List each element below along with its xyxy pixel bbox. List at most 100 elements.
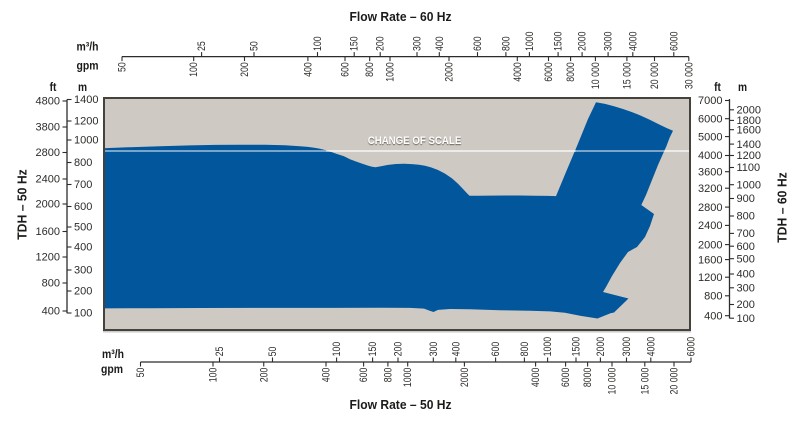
svg-text:900: 900 bbox=[737, 193, 755, 205]
svg-text:1600: 1600 bbox=[737, 124, 761, 136]
svg-text:800: 800 bbox=[383, 367, 395, 382]
svg-text:800: 800 bbox=[501, 36, 513, 51]
svg-text:600: 600 bbox=[490, 341, 502, 356]
svg-text:m: m bbox=[738, 81, 747, 94]
svg-text:4000: 4000 bbox=[512, 62, 524, 82]
svg-text:25: 25 bbox=[196, 41, 208, 51]
svg-text:600: 600 bbox=[74, 201, 92, 213]
svg-text:2000: 2000 bbox=[698, 239, 722, 251]
svg-text:1000: 1000 bbox=[542, 336, 554, 356]
svg-text:15 000: 15 000 bbox=[622, 62, 634, 89]
svg-text:700: 700 bbox=[737, 228, 755, 240]
svg-text:2000: 2000 bbox=[577, 31, 589, 51]
svg-text:1200: 1200 bbox=[737, 150, 761, 162]
svg-text:TDH – 60 Hz: TDH – 60 Hz bbox=[775, 172, 789, 243]
svg-text:8000: 8000 bbox=[582, 367, 594, 387]
svg-text:1800: 1800 bbox=[737, 115, 761, 127]
svg-text:Flow Rate – 50 Hz: Flow Rate – 50 Hz bbox=[349, 398, 451, 412]
svg-text:500: 500 bbox=[74, 222, 92, 234]
svg-text:100: 100 bbox=[331, 341, 343, 356]
svg-text:200: 200 bbox=[258, 367, 270, 382]
svg-text:ft: ft bbox=[50, 81, 57, 94]
svg-text:1500: 1500 bbox=[571, 336, 583, 356]
svg-text:400: 400 bbox=[704, 310, 722, 322]
svg-text:m³/h: m³/h bbox=[102, 348, 124, 361]
svg-text:2000: 2000 bbox=[444, 62, 456, 82]
svg-text:1200: 1200 bbox=[74, 116, 98, 128]
svg-text:4000: 4000 bbox=[698, 150, 722, 162]
svg-text:800: 800 bbox=[74, 157, 92, 169]
svg-text:1100: 1100 bbox=[737, 162, 761, 174]
svg-text:200: 200 bbox=[239, 62, 251, 77]
svg-text:400: 400 bbox=[42, 306, 60, 318]
svg-text:1500: 1500 bbox=[553, 31, 565, 51]
svg-text:1600: 1600 bbox=[36, 226, 60, 238]
svg-text:2000: 2000 bbox=[737, 105, 761, 117]
svg-text:4000: 4000 bbox=[530, 367, 542, 387]
svg-text:100: 100 bbox=[208, 367, 220, 382]
svg-text:800: 800 bbox=[519, 341, 531, 356]
svg-text:600: 600 bbox=[340, 62, 352, 77]
svg-text:200: 200 bbox=[74, 286, 92, 298]
svg-text:50: 50 bbox=[249, 41, 261, 51]
svg-text:2400: 2400 bbox=[36, 174, 60, 186]
svg-text:800: 800 bbox=[704, 291, 722, 303]
svg-text:400: 400 bbox=[321, 367, 333, 382]
svg-text:m: m bbox=[78, 81, 87, 94]
svg-text:gpm: gpm bbox=[101, 363, 123, 376]
svg-text:TDH – 50 Hz: TDH – 50 Hz bbox=[15, 169, 29, 240]
svg-text:1600: 1600 bbox=[698, 254, 722, 266]
svg-text:1000: 1000 bbox=[385, 62, 397, 82]
svg-text:100: 100 bbox=[737, 313, 755, 325]
svg-text:15 000: 15 000 bbox=[639, 367, 651, 394]
svg-text:6000: 6000 bbox=[668, 31, 680, 51]
svg-text:6000: 6000 bbox=[686, 336, 698, 356]
svg-text:Flow Rate – 60 Hz: Flow Rate – 60 Hz bbox=[349, 10, 451, 24]
svg-text:300: 300 bbox=[428, 341, 440, 356]
svg-text:5000: 5000 bbox=[698, 131, 722, 143]
svg-text:7000: 7000 bbox=[698, 95, 722, 107]
svg-text:20 000: 20 000 bbox=[669, 367, 681, 394]
svg-text:2800: 2800 bbox=[698, 202, 722, 214]
svg-text:600: 600 bbox=[358, 367, 370, 382]
svg-text:2400: 2400 bbox=[698, 220, 722, 232]
svg-text:300: 300 bbox=[74, 265, 92, 277]
svg-text:200: 200 bbox=[393, 341, 405, 356]
svg-text:1400: 1400 bbox=[737, 139, 761, 151]
svg-text:20 000: 20 000 bbox=[649, 62, 661, 89]
svg-text:25: 25 bbox=[214, 346, 226, 356]
svg-text:200: 200 bbox=[375, 36, 387, 51]
svg-text:3200: 3200 bbox=[698, 183, 722, 195]
svg-text:30 000: 30 000 bbox=[683, 62, 695, 89]
svg-text:3000: 3000 bbox=[621, 336, 633, 356]
svg-text:300: 300 bbox=[737, 283, 755, 295]
svg-text:2000: 2000 bbox=[36, 199, 60, 211]
svg-text:6000: 6000 bbox=[543, 62, 555, 82]
svg-text:1000: 1000 bbox=[402, 367, 414, 387]
svg-text:3000: 3000 bbox=[603, 31, 615, 51]
svg-text:1200: 1200 bbox=[36, 252, 60, 264]
svg-text:4000: 4000 bbox=[627, 31, 639, 51]
svg-text:2800: 2800 bbox=[36, 147, 60, 159]
svg-text:400: 400 bbox=[74, 242, 92, 254]
svg-text:10 000: 10 000 bbox=[590, 62, 602, 89]
svg-text:2000: 2000 bbox=[595, 336, 607, 356]
svg-text:100: 100 bbox=[188, 62, 200, 77]
svg-text:3600: 3600 bbox=[698, 166, 722, 178]
svg-text:150: 150 bbox=[349, 36, 361, 51]
svg-text:400: 400 bbox=[737, 269, 755, 281]
svg-text:m³/h: m³/h bbox=[76, 41, 98, 54]
svg-text:50: 50 bbox=[267, 346, 279, 356]
svg-text:100: 100 bbox=[74, 308, 92, 320]
svg-text:700: 700 bbox=[74, 179, 92, 191]
svg-text:3800: 3800 bbox=[36, 122, 60, 134]
svg-text:1000: 1000 bbox=[524, 31, 536, 51]
svg-text:800: 800 bbox=[42, 278, 60, 290]
svg-text:CHANGE OF SCALE: CHANGE OF SCALE bbox=[368, 136, 462, 148]
svg-text:1200: 1200 bbox=[698, 272, 722, 284]
svg-text:400: 400 bbox=[303, 62, 315, 77]
svg-text:50: 50 bbox=[135, 367, 147, 377]
svg-text:2000: 2000 bbox=[459, 367, 471, 387]
svg-text:8000: 8000 bbox=[565, 62, 577, 82]
svg-text:6000: 6000 bbox=[698, 113, 722, 125]
